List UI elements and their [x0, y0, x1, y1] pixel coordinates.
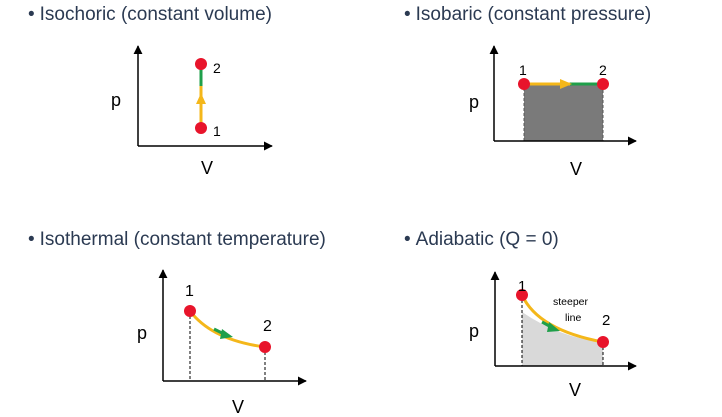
isobaric-p-label: p [469, 92, 479, 112]
isochoric-point-1 [195, 122, 207, 134]
adiabatic-point-2-label: 2 [602, 312, 610, 329]
adiabatic-direction-arrow [547, 322, 560, 332]
isobaric-heading-text: Isobaric (constant pressure) [415, 4, 652, 25]
isobaric-diagram: p V 1 2 [469, 45, 637, 179]
bullet: • [404, 229, 411, 250]
isochoric-point-2 [195, 58, 207, 70]
isothermal-direction-arrow [220, 329, 233, 339]
adiabatic-note-line2: line [565, 312, 582, 324]
adiabatic-v-label: V [569, 380, 581, 400]
isobaric-point-2-label: 2 [599, 62, 607, 78]
isochoric-point-1-label: 1 [213, 123, 221, 139]
isothermal-point-1 [184, 305, 196, 317]
isothermal-p-label: p [137, 323, 147, 343]
isochoric-heading-text: Isochoric (constant volume) [39, 4, 272, 25]
adiabatic-p-label: p [469, 321, 479, 341]
isothermal-point-1-label: 1 [185, 283, 194, 300]
isobaric-heading: • Isobaric (constant pressure) [404, 4, 651, 26]
isothermal-point-2-label: 2 [263, 318, 272, 335]
isothermal-curve [188, 310, 266, 349]
isobaric-v-label: V [570, 159, 582, 179]
bullet: • [404, 4, 411, 25]
isochoric-v-label: V [201, 158, 213, 178]
isobaric-point-1-label: 1 [519, 62, 527, 78]
adiabatic-heading: • Adiabatic (Q = 0) [404, 229, 559, 251]
isobaric-point-1 [518, 78, 530, 90]
adiabatic-heading-text: Adiabatic (Q = 0) [415, 229, 559, 250]
isochoric-p-label: p [111, 90, 121, 110]
adiabatic-point-2 [597, 336, 609, 348]
isobaric-direction-arrow [560, 79, 572, 89]
isochoric-point-2-label: 2 [213, 60, 221, 76]
adiabatic-note-line1: steeper [553, 296, 589, 308]
isothermal-diagram: p V 1 2 [137, 269, 307, 417]
bullet: • [28, 4, 35, 25]
adiabatic-work-area [522, 312, 603, 366]
adiabatic-diagram: p V 1 2 steeper line [469, 271, 637, 400]
adiabatic-point-1-label: 1 [518, 278, 526, 295]
isochoric-diagram: p V 2 1 [111, 45, 273, 178]
isothermal-point-2 [259, 341, 271, 353]
isochoric-direction-arrow [196, 93, 206, 104]
isobaric-point-2 [597, 78, 609, 90]
isothermal-heading: • Isothermal (constant temperature) [28, 229, 326, 251]
isothermal-v-label: V [232, 397, 244, 417]
isochoric-heading: • Isochoric (constant volume) [28, 4, 272, 26]
isothermal-heading-text: Isothermal (constant temperature) [39, 229, 326, 250]
bullet: • [28, 229, 35, 250]
isobaric-work-area [523, 83, 604, 142]
adiabatic-point-1 [516, 289, 528, 301]
